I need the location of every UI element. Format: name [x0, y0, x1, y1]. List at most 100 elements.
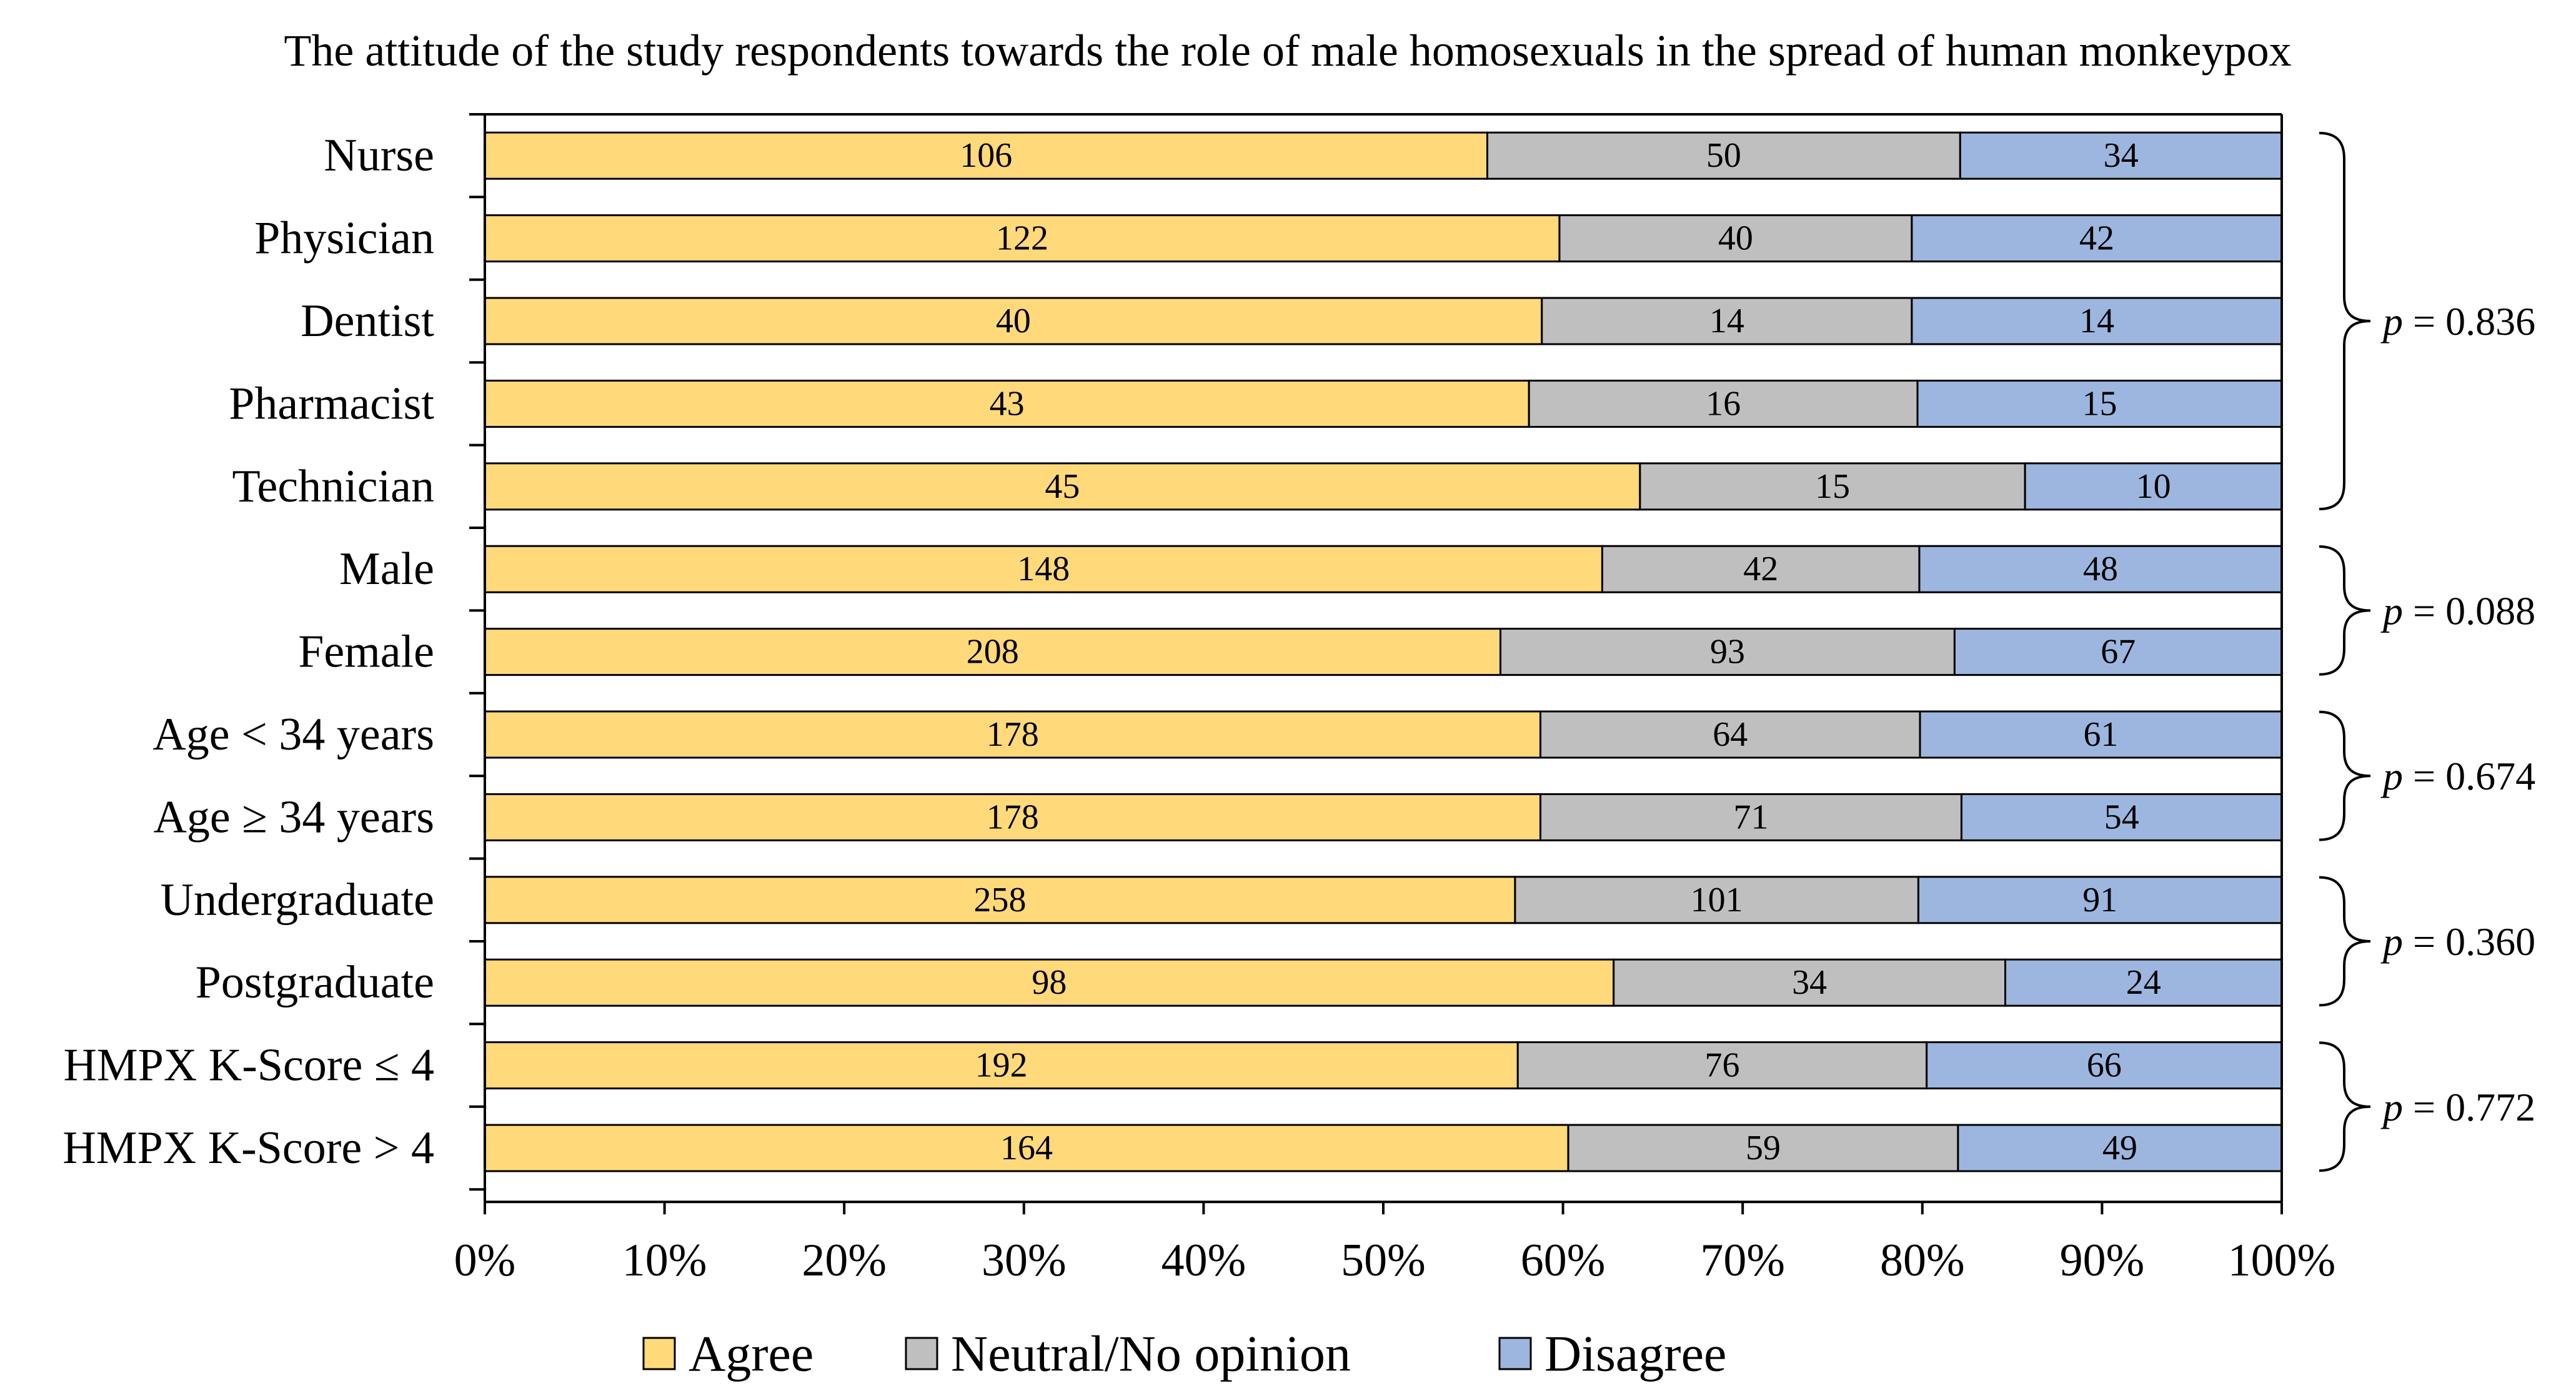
x-tick-label: 60%	[1521, 1235, 1606, 1286]
curly-brace	[2319, 876, 2371, 1007]
bar-row: 40 14 14 Dentist	[301, 295, 2283, 347]
data-label: 10	[2136, 467, 2171, 506]
data-label: 122	[996, 219, 1048, 258]
data-label: 101	[1691, 881, 1743, 919]
bar-row: 164 59 49 HMPX K-Score > 4	[62, 1122, 2283, 1174]
category-label: Postgraduate	[196, 957, 434, 1008]
curly-brace	[2319, 132, 2371, 510]
data-label: 15	[2082, 384, 2117, 423]
p-value-symbol: p	[2380, 919, 2403, 964]
data-label: 59	[1746, 1129, 1781, 1167]
axis-layer: 0% 10% 20% 30% 40% 50% 60% 70% 80% 90% 100%	[454, 113, 2336, 1286]
bar-segment-neutral-no-opinion	[1516, 1041, 1928, 1090]
data-label: 24	[2126, 963, 2161, 1002]
x-tick-label: 40%	[1161, 1235, 1246, 1286]
p-value-annotation: p = 0.088	[2319, 545, 2535, 676]
bar-row: 148 42 48 Male	[339, 543, 2283, 595]
legend-swatch	[642, 1337, 676, 1370]
bar-segment-disagree	[1957, 1124, 2283, 1172]
category-label: Age ≥ 34 years	[153, 791, 434, 843]
category-label: Pharmacist	[229, 378, 434, 429]
bar-segment-agree	[484, 131, 1489, 180]
data-label: 66	[2087, 1046, 2122, 1085]
p-value-symbol: p	[2380, 1084, 2403, 1129]
category-label: Male	[339, 543, 434, 595]
x-tick-label: 50%	[1341, 1235, 1426, 1286]
bar-segment-disagree	[1911, 214, 2283, 263]
bar-segment-disagree	[1911, 297, 2283, 345]
p-value-number: = 0.772	[2403, 1084, 2535, 1129]
bar-segment-neutral-no-opinion	[1601, 545, 1921, 593]
bar-row: 106 50 34 Nurse	[324, 130, 2283, 181]
data-label: 98	[1032, 963, 1067, 1002]
p-value-label: p = 0.836	[2380, 299, 2535, 344]
p-value-symbol: p	[2380, 588, 2403, 633]
data-label: 34	[2104, 136, 2139, 175]
data-label: 178	[987, 715, 1039, 754]
category-label: Age < 34 years	[152, 709, 434, 760]
x-tick-label: 10%	[622, 1235, 707, 1286]
bar-segment-neutral-no-opinion	[1499, 628, 1956, 676]
p-value-annotation: p = 0.674	[2319, 710, 2535, 841]
bar-segment-disagree	[1916, 379, 2283, 428]
legend-label: Disagree	[1544, 1325, 1726, 1382]
p-value-label: p = 0.360	[2380, 919, 2535, 964]
data-label: 45	[1045, 467, 1080, 506]
data-label: 48	[2083, 550, 2118, 588]
x-tick-label: 30%	[982, 1235, 1067, 1286]
x-tick-label: 70%	[1700, 1235, 1785, 1286]
legend-swatch	[1498, 1337, 1532, 1370]
category-label: Dentist	[301, 295, 434, 347]
bar-segment-agree	[484, 710, 1542, 759]
category-label: HMPX K-Score > 4	[62, 1122, 434, 1174]
bar-row: 178 71 54 Age ≥ 34 years	[153, 791, 2283, 843]
p-value-annotation: p = 0.772	[2319, 1041, 2535, 1172]
bar-row: 45 15 10 Technician	[232, 461, 2283, 512]
bar-segment-agree	[484, 876, 1516, 924]
p-value-number: = 0.836	[2403, 299, 2535, 344]
category-label: Female	[298, 626, 434, 678]
data-label: 164	[1000, 1129, 1053, 1167]
bar-segment-agree	[484, 628, 1502, 676]
curly-brace	[2319, 545, 2371, 676]
bar-segment-disagree	[1926, 1041, 2283, 1090]
data-label: 54	[2104, 798, 2139, 836]
p-value-symbol: p	[2380, 299, 2403, 344]
curly-brace	[2319, 710, 2371, 841]
data-label: 42	[2079, 219, 2114, 258]
bar-row: 98 34 24 Postgraduate	[196, 957, 2283, 1008]
p-value-label: p = 0.088	[2380, 588, 2535, 633]
p-value-annotation: p = 0.360	[2319, 876, 2535, 1007]
p-value-label: p = 0.772	[2380, 1084, 2535, 1129]
bar-row: 43 16 15 Pharmacist	[229, 378, 2283, 429]
x-tick-label: 90%	[2060, 1235, 2145, 1286]
data-label: 106	[960, 136, 1012, 175]
bar-segment-neutral-no-opinion	[1539, 710, 1921, 759]
bar-row: 178 64 61 Age < 34 years	[152, 709, 2283, 760]
bar-segment-neutral-no-opinion	[1541, 297, 1913, 345]
data-label: 64	[1713, 715, 1748, 754]
bar-segment-neutral-no-opinion	[1558, 214, 1913, 263]
legend-item: Disagree	[1498, 1325, 1726, 1382]
data-label: 14	[2079, 302, 2114, 340]
category-label: Nurse	[324, 130, 434, 181]
data-label: 49	[2102, 1129, 2137, 1167]
legend-item: Agree	[642, 1325, 813, 1382]
bar-segment-agree	[484, 297, 1543, 345]
bar-row: 208 93 67 Female	[298, 626, 2283, 678]
data-label: 258	[973, 881, 1026, 919]
data-label: 40	[1718, 219, 1753, 258]
p-value-label: p = 0.674	[2380, 754, 2535, 798]
p-value-annotation: p = 0.836	[2319, 132, 2535, 510]
data-label: 42	[1743, 550, 1778, 588]
p-value-number: = 0.360	[2403, 919, 2535, 964]
x-tick-label: 100%	[2228, 1235, 2336, 1286]
data-label: 16	[1706, 384, 1741, 423]
bar-segment-neutral-no-opinion	[1567, 1124, 1959, 1172]
bar-segment-disagree	[1953, 628, 2283, 676]
p-value-number: = 0.088	[2403, 588, 2535, 633]
category-label: HMPX K-Score ≤ 4	[63, 1040, 434, 1091]
